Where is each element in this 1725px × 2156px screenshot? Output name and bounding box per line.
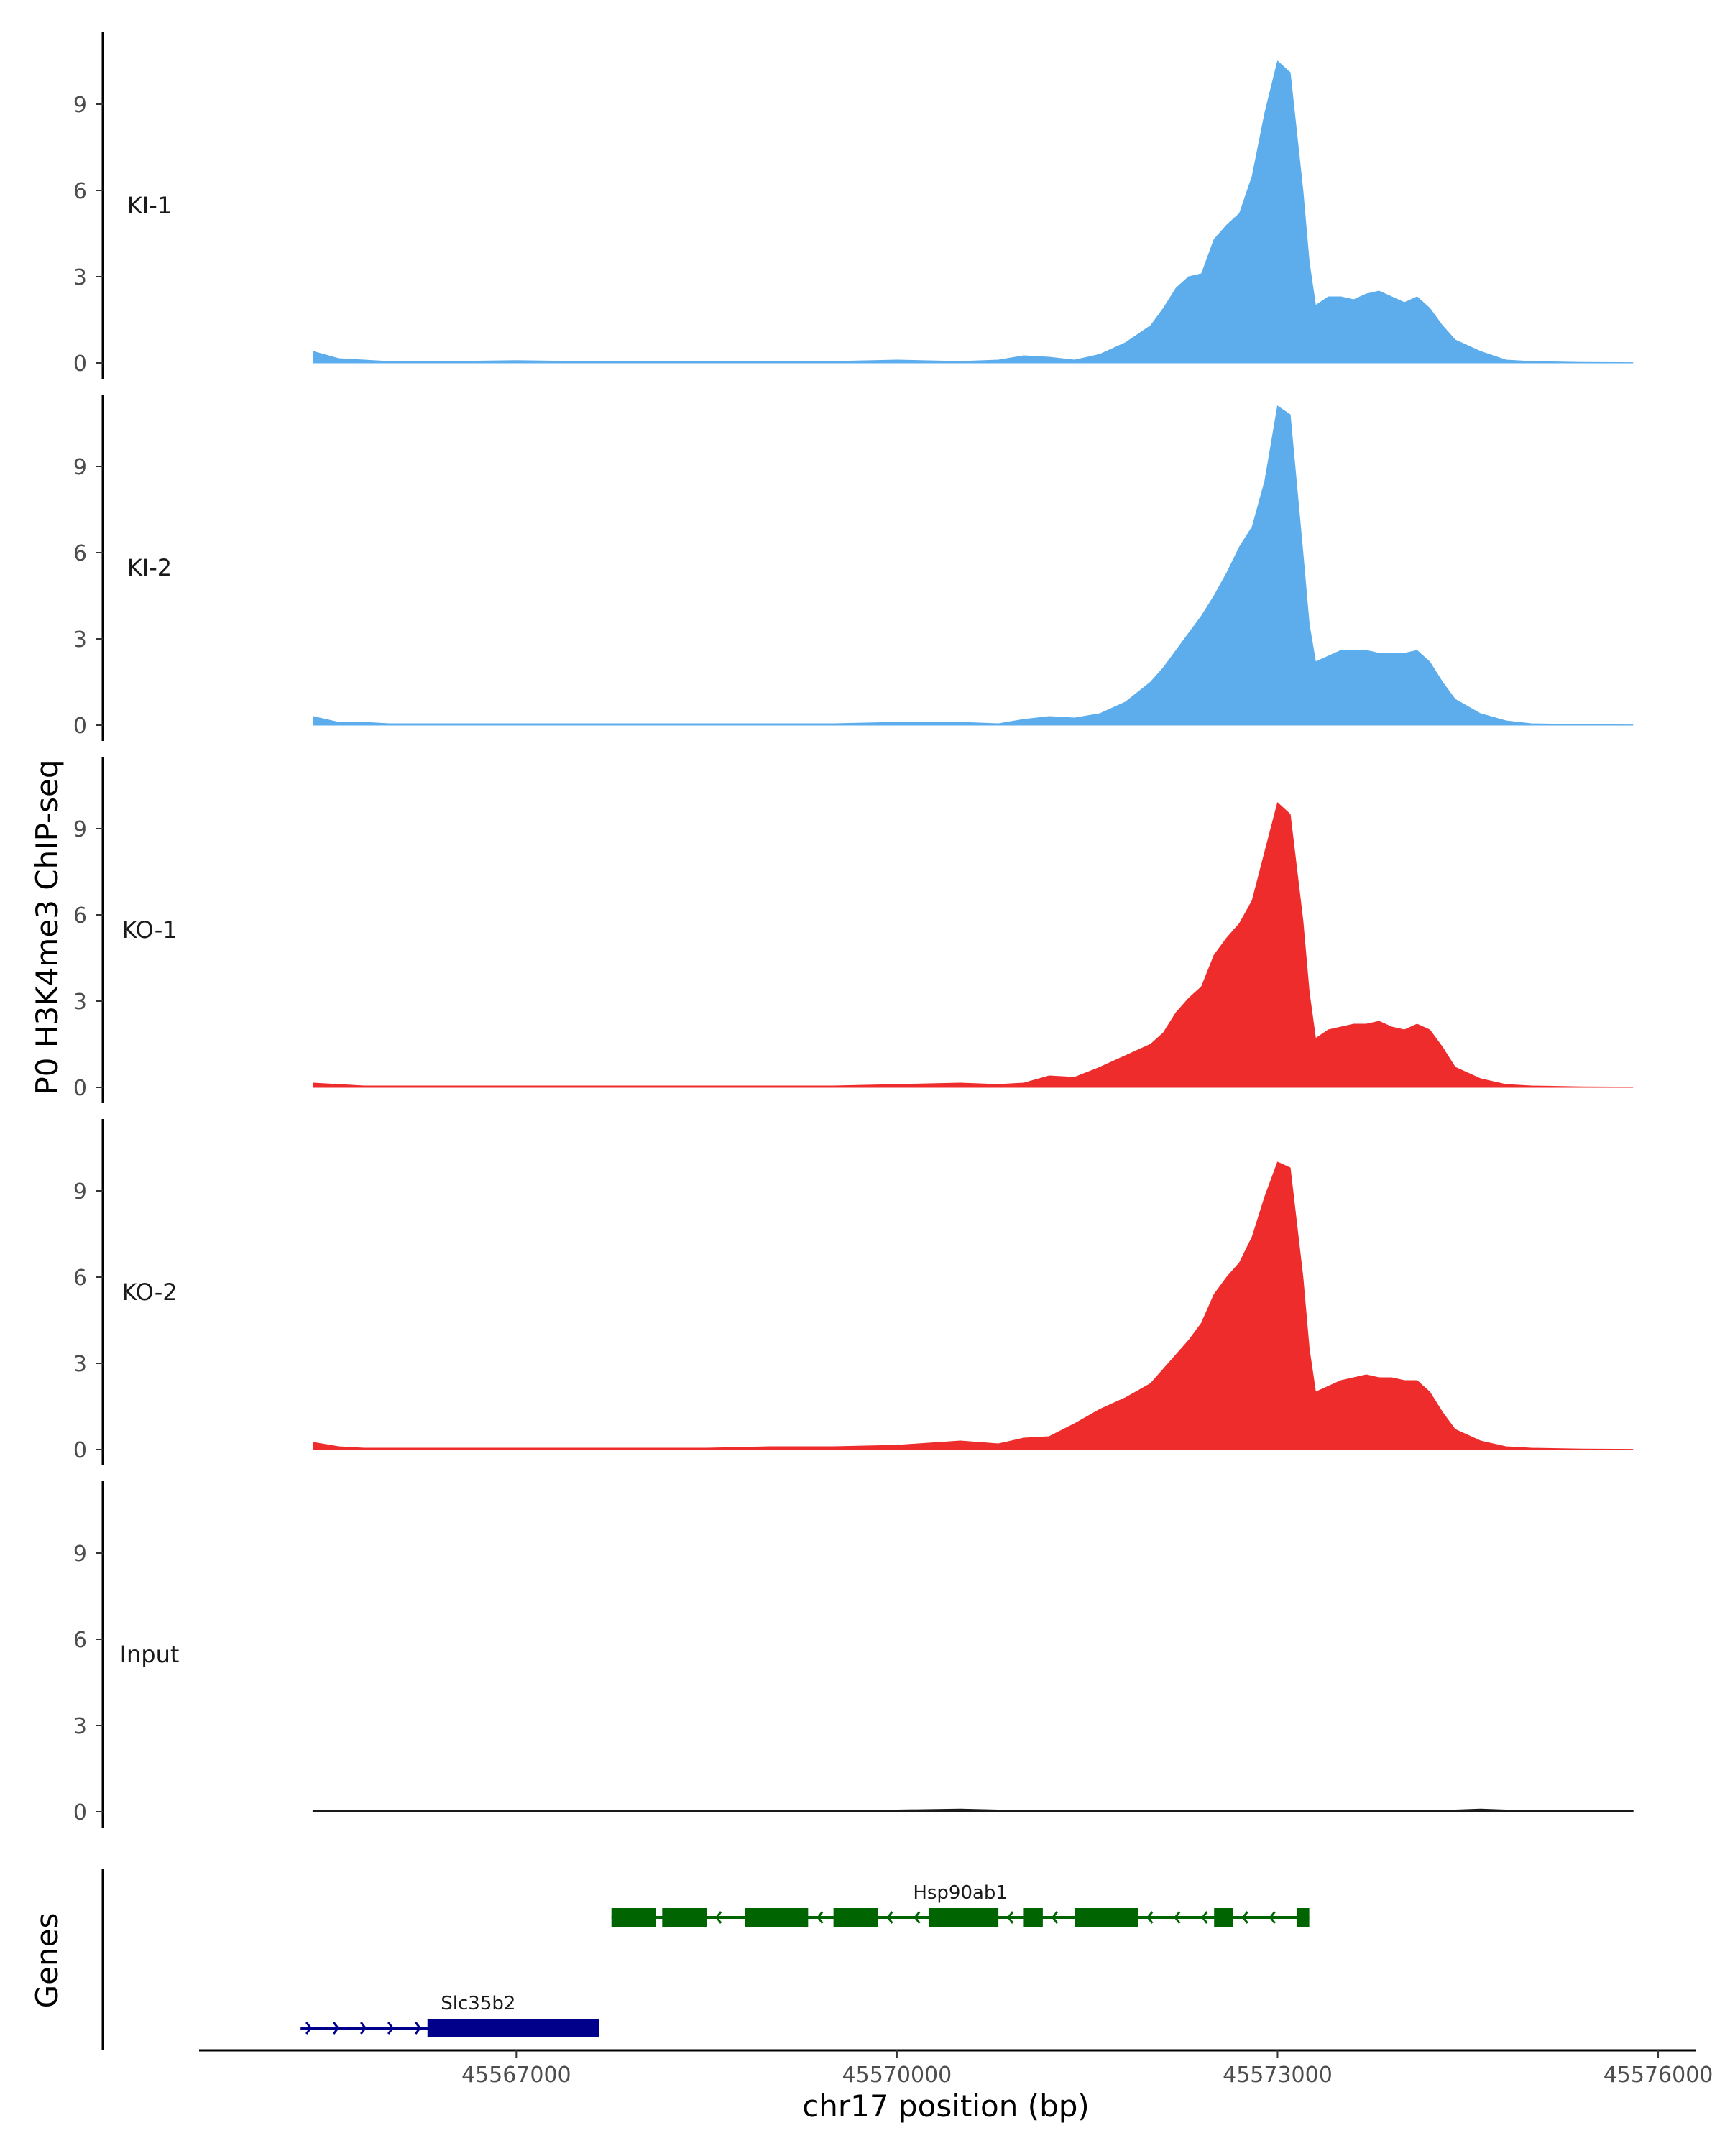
gene-exon	[833, 1908, 878, 1927]
coverage-area-ki-1	[313, 60, 1634, 364]
coverage-area-ko-2	[313, 1161, 1634, 1450]
y-tick-label: 9	[73, 93, 87, 118]
gene-label: Hsp90ab1	[913, 1882, 1008, 1904]
x-axis-ticks: 45567000 45570000 45573000 45576000	[461, 2050, 1713, 2088]
gene-exon	[929, 1908, 999, 1927]
strand-chevron	[1241, 1911, 1248, 1924]
y-tick-label: 6	[73, 903, 87, 929]
y-tick-label: 9	[73, 1542, 87, 1567]
y-axis-title: P0 H3K4me3 ChIP-seq	[29, 759, 65, 1095]
gene-exon	[1024, 1908, 1043, 1927]
x-tick-label: 45567000	[461, 2063, 571, 2088]
gene-label: Slc35b2	[441, 1993, 515, 2014]
y-tick-label: 9	[73, 455, 87, 480]
track-label: KI-2	[127, 554, 172, 581]
strand-chevron	[387, 2022, 395, 2035]
strand-chevron	[1146, 1911, 1154, 1924]
track-label: Input	[120, 1641, 180, 1668]
y-tick-label: 3	[73, 1352, 87, 1377]
strand-chevron	[1174, 1911, 1181, 1924]
track-ko-1: 0 3 6 9 KO-1	[73, 757, 1634, 1103]
y-tick-label: 6	[73, 1266, 87, 1291]
gene-exon	[1214, 1908, 1233, 1927]
coverage-area-input	[312, 1808, 1634, 1812]
gene-exon	[1296, 1908, 1310, 1927]
strand-chevron	[305, 2022, 313, 2035]
y-tick-label: 6	[73, 1628, 87, 1653]
y-tick-label: 0	[73, 714, 87, 739]
y-tick-label: 6	[73, 179, 87, 204]
x-tick-label: 45573000	[1223, 2063, 1333, 2088]
track-ki-1: 0 3 6 9 KI-1	[73, 32, 1634, 379]
x-tick-label: 45576000	[1604, 2063, 1714, 2088]
gene-annotation-panel: Hsp90ab1 Slc35b2	[300, 1882, 1310, 2037]
y-tick-label: 9	[73, 817, 87, 842]
track-input: 0 3 6 9 Input	[73, 1481, 1634, 1828]
y-tick-label: 0	[73, 1800, 87, 1825]
strand-chevron	[360, 2022, 367, 2035]
strand-chevron	[886, 1911, 893, 1924]
coverage-area-ko-1	[313, 802, 1634, 1088]
y-tick-label: 9	[73, 1179, 87, 1204]
x-tick-label: 45570000	[842, 2063, 952, 2088]
y-tick-label: 6	[73, 541, 87, 566]
strand-chevron	[1007, 1911, 1014, 1924]
strand-chevron	[914, 1911, 921, 1924]
x-axis-title: chr17 position (bp)	[802, 2088, 1090, 2124]
y-tick-label: 3	[73, 265, 87, 290]
gene-exon	[427, 2019, 599, 2037]
y-tick-label: 3	[73, 1714, 87, 1739]
genes-panel-title: Genes	[29, 1913, 65, 2009]
track-label: KI-1	[127, 192, 172, 219]
strand-chevron	[333, 2022, 340, 2035]
track-label: KO-2	[121, 1279, 177, 1306]
gene-exon	[1075, 1908, 1138, 1927]
track-ko-2: 0 3 6 9 KO-2	[73, 1119, 1634, 1465]
y-tick-label: 0	[73, 1438, 87, 1463]
strand-chevron	[715, 1911, 722, 1924]
gene-hsp90ab1: Hsp90ab1	[611, 1882, 1310, 1927]
strand-chevron	[1269, 1911, 1276, 1924]
coverage-area-ki-2	[313, 405, 1634, 726]
strand-chevron	[415, 2022, 422, 2035]
track-label: KO-1	[121, 916, 177, 944]
gene-slc35b2: Slc35b2	[300, 1993, 599, 2037]
strand-chevron	[1052, 1911, 1059, 1924]
y-tick-label: 0	[73, 351, 87, 377]
y-tick-label: 3	[73, 990, 87, 1015]
y-tick-label: 0	[73, 1076, 87, 1101]
coverage-tracks: 0 3 6 9 KI-1 0 3 6 9 KI-2 0 3 6 9 KO-1 0 3 6 9 KO-2 0 3 6 9 Inpu…	[73, 32, 1634, 1828]
strand-chevron	[1201, 1911, 1208, 1924]
gene-exon	[662, 1908, 707, 1927]
gene-exon	[745, 1908, 809, 1927]
strand-chevron	[816, 1911, 824, 1924]
y-tick-label: 3	[73, 627, 87, 653]
track-ki-2: 0 3 6 9 KI-2	[73, 395, 1634, 741]
gene-exon	[611, 1908, 656, 1927]
